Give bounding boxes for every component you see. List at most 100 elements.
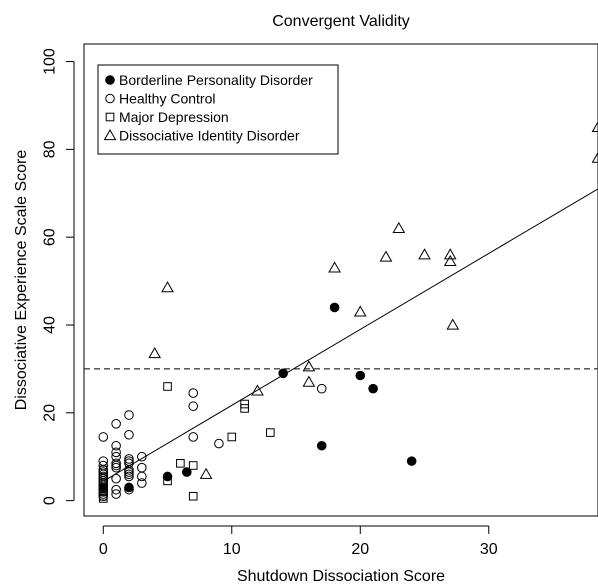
point-open-circle-1-36 xyxy=(137,478,147,488)
point-filled-circle-0-9 xyxy=(406,456,417,466)
point-open-circle-1-20 xyxy=(111,460,121,471)
point-open-circle-1-38 xyxy=(137,462,147,473)
chart-title: Convergent Validity xyxy=(272,13,410,30)
legend: Borderline Personality Disorder Healthy C… xyxy=(97,64,339,155)
point-open-square-2-12 xyxy=(240,399,249,409)
point-filled-circle-0-2 xyxy=(162,471,173,482)
y-tick-label: 80 xyxy=(42,140,59,158)
point-open-circle-1-44 xyxy=(316,383,327,394)
point-open-square-2-6 xyxy=(163,382,172,391)
point-open-circle-1-17 xyxy=(111,484,121,495)
legend-marker-filled-circle xyxy=(105,75,115,85)
point-open-triangle-3-12 xyxy=(443,248,457,260)
regression-line xyxy=(103,188,598,482)
point-open-circle-1-16 xyxy=(111,489,121,499)
point-open-square-2-3 xyxy=(98,478,108,488)
legend-item: Major Depression xyxy=(105,109,229,125)
point-open-circle-1-28 xyxy=(124,469,134,480)
point-filled-circle-0-3 xyxy=(182,467,192,477)
point-open-triangle-3-13 xyxy=(446,318,460,330)
point-open-circle-1-25 xyxy=(111,418,121,429)
point-open-circle-1-39 xyxy=(137,451,147,462)
point-open-triangle-3-8 xyxy=(379,250,393,262)
legend-item: Dissociative Identity Disorder xyxy=(103,128,300,144)
legend-label: Healthy Control xyxy=(119,91,216,107)
point-open-triangle-3-1 xyxy=(161,281,174,293)
point-open-circle-1-9 xyxy=(98,471,109,482)
point-open-triangle-3-5 xyxy=(302,360,316,372)
point-open-square-2-8 xyxy=(188,491,198,501)
point-open-triangle-3-9 xyxy=(392,221,406,234)
point-open-square-2-10 xyxy=(227,432,237,442)
point-open-circle-1-26 xyxy=(124,484,134,495)
point-open-circle-1-14 xyxy=(98,456,109,466)
data-points xyxy=(98,120,598,503)
legend-label: Borderline Personality Disorder xyxy=(119,72,313,88)
point-open-circle-1-32 xyxy=(124,456,134,466)
y-tick-label: 60 xyxy=(42,228,59,246)
point-open-square-2-7 xyxy=(176,459,185,468)
legend-item: Healthy Control xyxy=(105,91,216,107)
point-open-square-2-1 xyxy=(98,491,108,501)
point-open-circle-1-24 xyxy=(111,440,121,451)
x-axis-label: Shutdown Dissociation Score xyxy=(237,568,445,585)
point-open-circle-1-37 xyxy=(137,471,147,482)
point-open-circle-1-27 xyxy=(124,471,134,482)
legend-label: Major Depression xyxy=(119,109,229,125)
point-open-circle-1-15 xyxy=(98,432,109,442)
point-open-triangle-3-14 xyxy=(591,120,598,133)
point-open-circle-1-19 xyxy=(111,462,121,473)
point-open-circle-1-42 xyxy=(188,388,199,398)
point-open-circle-1-23 xyxy=(111,447,121,458)
legend-marker-open-square xyxy=(105,112,115,122)
point-open-triangle-3-15 xyxy=(591,151,598,163)
x-tick-label: 10 xyxy=(223,541,241,558)
y-tick-label: 100 xyxy=(42,48,59,75)
legend-marker-open-circle xyxy=(105,93,115,104)
point-open-triangle-3-3 xyxy=(251,384,264,396)
point-open-square-2-4 xyxy=(98,465,108,475)
y-tick-label: 40 xyxy=(42,316,59,334)
point-open-circle-1-22 xyxy=(111,451,121,462)
point-open-circle-1-34 xyxy=(124,429,134,440)
point-open-circle-1-33 xyxy=(124,454,134,464)
point-filled-circle-0-7 xyxy=(355,370,366,381)
x-tick-label: 20 xyxy=(351,541,369,558)
plot-area xyxy=(83,43,598,517)
point-open-circle-1-35 xyxy=(124,410,134,420)
point-open-circle-1-13 xyxy=(98,460,109,471)
y-axis: 0 20 40 60 80 100 xyxy=(42,48,75,505)
point-open-square-2-2 xyxy=(98,487,108,497)
point-open-square-2-13 xyxy=(266,428,275,437)
point-open-circle-1-18 xyxy=(111,473,121,484)
y-axis-label: Dissociative Experience Scale Score xyxy=(13,150,30,411)
legend-item: Borderline Personality Disorder xyxy=(105,72,313,88)
legend-marker-open-triangle xyxy=(103,128,117,141)
point-open-triangle-3-0 xyxy=(148,347,162,359)
point-filled-circle-0-4 xyxy=(278,368,288,379)
point-open-triangle-3-4 xyxy=(302,375,316,387)
point-open-square-2-11 xyxy=(240,404,249,413)
plot-frame xyxy=(83,43,598,517)
y-tick-label: 0 xyxy=(42,496,59,505)
x-tick-label: 30 xyxy=(480,541,498,558)
point-open-triangle-3-6 xyxy=(328,261,341,273)
point-open-circle-1-31 xyxy=(124,458,134,469)
point-open-circle-1-40 xyxy=(188,432,199,442)
point-filled-circle-0-6 xyxy=(316,440,327,451)
point-open-triangle-3-7 xyxy=(353,305,367,317)
point-open-circle-1-21 xyxy=(111,458,121,469)
reference-lines xyxy=(84,188,598,482)
legend-label: Dissociative Identity Disorder xyxy=(119,128,300,144)
point-open-circle-1-43 xyxy=(214,438,224,449)
point-open-triangle-3-11 xyxy=(443,254,457,266)
x-axis: 0 10 20 30 xyxy=(99,525,498,558)
point-open-triangle-3-10 xyxy=(418,248,431,260)
point-open-square-2-9 xyxy=(188,461,198,470)
x-tick-label: 0 xyxy=(99,541,108,558)
point-filled-circle-0-1 xyxy=(124,482,134,493)
point-open-circle-1-41 xyxy=(188,401,199,412)
point-open-square-2-5 xyxy=(163,476,172,486)
legend-box xyxy=(97,64,339,155)
